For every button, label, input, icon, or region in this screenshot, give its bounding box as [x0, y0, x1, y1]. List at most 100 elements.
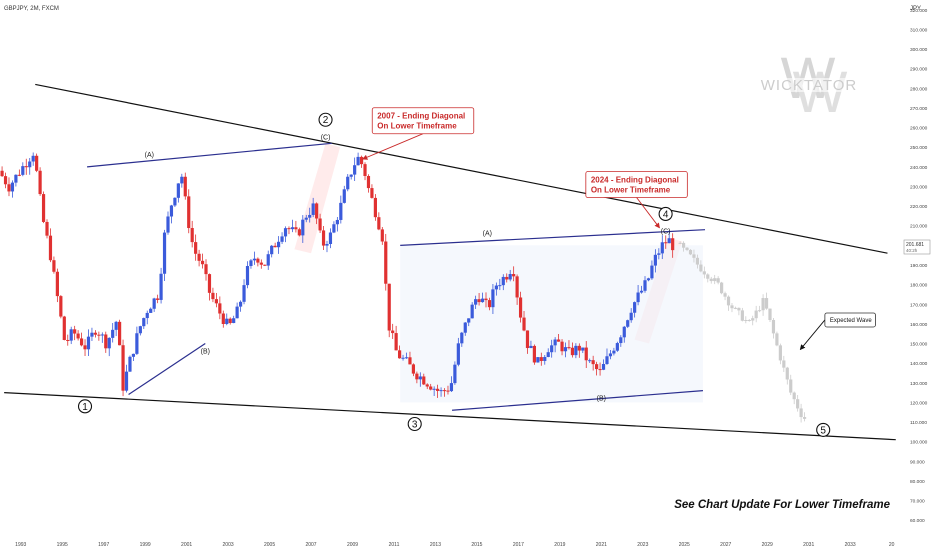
- projected-candle-body: [726, 296, 731, 306]
- projected-candle-body: [685, 247, 689, 250]
- candle-body: [207, 274, 212, 293]
- wave-circle: [407, 416, 422, 432]
- candle-body: [79, 338, 84, 346]
- y-tick-label: 90.000: [910, 459, 925, 465]
- candle-body: [228, 318, 232, 324]
- candle-body: [501, 276, 505, 286]
- candle-body: [335, 219, 339, 225]
- projected-candle-body: [778, 345, 782, 361]
- candle-body: [28, 161, 32, 168]
- candle-body: [131, 353, 136, 357]
- candle-body: [97, 334, 101, 336]
- candle-body: [204, 264, 208, 275]
- candle-body: [487, 300, 492, 308]
- candle-body: [442, 390, 447, 392]
- candle-body: [111, 329, 115, 338]
- projected-candle-body: [678, 242, 682, 244]
- projected-candle-body: [723, 293, 727, 297]
- x-tick-label: 2003: [223, 542, 234, 548]
- candle-body: [176, 183, 180, 198]
- channel-line: [451, 390, 703, 411]
- candle-body: [10, 182, 15, 192]
- y-tick-label: 210.000: [910, 224, 928, 230]
- projected-candle-body: [695, 257, 700, 265]
- candle-body: [31, 155, 35, 162]
- candle-body: [138, 326, 142, 334]
- x-tick-label: 2009: [347, 542, 358, 548]
- candle-body: [515, 276, 519, 298]
- watermark-letter-back: W: [781, 46, 836, 111]
- trendlines-group: [4, 83, 896, 441]
- candle-body: [480, 298, 485, 303]
- candle-body: [394, 333, 398, 351]
- candle-body: [619, 337, 623, 344]
- candle-body: [238, 301, 243, 307]
- annotation-text: 2024 - Ending Diagonal: [591, 176, 679, 185]
- candle-body: [608, 353, 613, 357]
- x-tick-label: 1997: [98, 542, 109, 548]
- x-tick-label: 2019: [554, 542, 565, 548]
- y-tick-label: 190.000: [910, 263, 928, 269]
- projection-group: [678, 241, 807, 423]
- candle-body: [76, 333, 80, 339]
- candle-body: [249, 260, 253, 266]
- candle-body: [266, 254, 270, 266]
- candle-body: [242, 285, 246, 302]
- candle-body: [439, 390, 443, 392]
- candle-body: [453, 364, 457, 384]
- candle-body: [425, 384, 429, 387]
- candle-body: [7, 184, 11, 192]
- projected-candle-body: [768, 308, 772, 320]
- candle-body: [339, 202, 343, 220]
- x-tick-label: 2013: [430, 542, 441, 548]
- candle-body: [359, 156, 364, 165]
- projected-candle-body: [740, 310, 744, 321]
- candle-body: [301, 219, 305, 236]
- candle-body: [467, 318, 471, 323]
- projected-candle-body: [730, 305, 734, 309]
- candle-body: [45, 221, 49, 236]
- candle-body: [622, 326, 626, 338]
- y-tick-label: 280.000: [910, 86, 928, 92]
- candle-body: [563, 347, 568, 352]
- candle-body: [584, 347, 588, 361]
- candle-body: [252, 258, 257, 261]
- candle-body: [667, 238, 671, 244]
- candle-body: [197, 253, 201, 261]
- candle-body: [152, 298, 156, 309]
- candle-body: [570, 347, 575, 356]
- candle-body: [315, 203, 319, 219]
- trendline: [4, 391, 896, 441]
- projected-candle-body: [754, 310, 758, 319]
- candle-body: [446, 390, 450, 392]
- candle-body: [24, 166, 28, 168]
- x-tick-label: 2021: [596, 542, 607, 548]
- candle-body: [214, 299, 218, 304]
- candle-body: [38, 170, 42, 195]
- x-tick-label: 2001: [181, 542, 192, 548]
- candle-body: [235, 306, 239, 319]
- wave-sublabel: (C): [661, 229, 671, 236]
- channel-line: [87, 142, 332, 168]
- candle-body: [529, 345, 533, 349]
- annotation-arrow: [636, 197, 660, 229]
- candle-body: [0, 170, 4, 177]
- candle-body: [21, 166, 25, 175]
- candle-body: [259, 262, 263, 265]
- watermark-text: WICKTATOR: [761, 77, 858, 94]
- candle-body: [518, 297, 523, 318]
- candle-body: [418, 376, 422, 380]
- candle-body: [287, 228, 291, 230]
- candle-body: [612, 350, 616, 354]
- projected-candle-body: [733, 307, 738, 309]
- time-axis[interactable]: 1993 1995 1997 1999 2001 2003 2005 2007 2009 2011…: [15, 542, 894, 548]
- projected-candle-body: [692, 254, 696, 258]
- projected-candle-body: [796, 399, 800, 409]
- candle-body: [308, 214, 312, 218]
- candle-body: [221, 313, 225, 325]
- x-tick-label: 2025: [679, 542, 690, 548]
- candle-body: [52, 260, 56, 272]
- x-tick-label: 1995: [57, 542, 68, 548]
- candle-body: [280, 236, 284, 242]
